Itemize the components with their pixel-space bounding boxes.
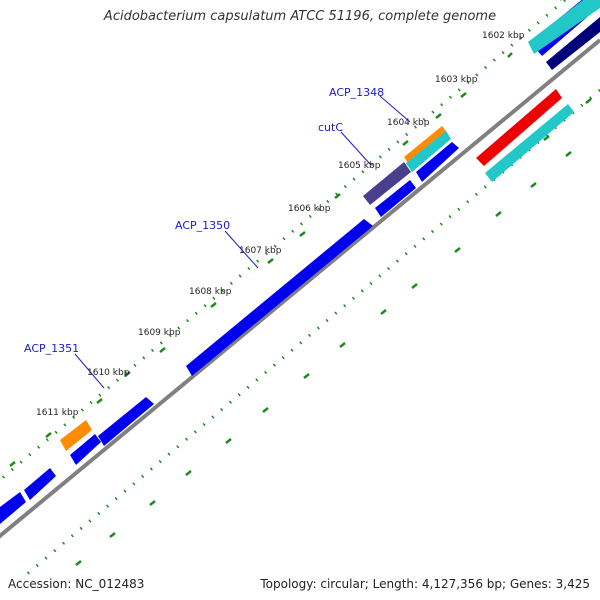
accession-text: Accession: NC_012483 — [8, 577, 145, 591]
cds-arrow — [546, 17, 600, 70]
gc-dash — [267, 258, 274, 264]
tick-label: 1603 kbp — [435, 75, 478, 85]
gc-dash — [149, 500, 156, 506]
inner-dotted-track — [0, 0, 566, 482]
gc-dash — [454, 247, 461, 253]
gc-dash — [585, 98, 592, 104]
position-tick-labels: 1602 kbp 1603 kbp 1604 kbp 1605 kbp 1606… — [36, 31, 525, 418]
cds-arrow — [98, 397, 154, 446]
red-feature — [476, 89, 562, 166]
map-title: Acidobacterium capsulatum ATCC 51196, co… — [103, 9, 497, 24]
gc-dash — [380, 309, 387, 315]
backbone-line — [0, 38, 600, 539]
gc-dash — [45, 432, 52, 438]
tick-label: 1602 kbp — [482, 31, 525, 41]
gene-label-cutc: cutC — [318, 121, 343, 134]
gc-dash — [530, 182, 537, 188]
gc-dash — [339, 342, 346, 348]
cds-arrow — [70, 434, 101, 465]
gc-dash — [402, 140, 409, 146]
gene-label-connectors — [74, 95, 411, 389]
gc-dash — [411, 283, 418, 289]
connector-cutc — [340, 131, 371, 165]
gc-dash — [334, 193, 341, 199]
gc-dash — [543, 135, 550, 141]
gc-dash — [495, 211, 502, 217]
gc-dash — [225, 438, 232, 444]
gc-dash — [185, 470, 192, 476]
gc-skew-dashes — [9, 0, 592, 566]
gc-dash — [210, 302, 217, 308]
tick-label: 1609 kbp — [138, 328, 181, 338]
gene-label-acp-1350: ACP_1350 — [175, 219, 230, 232]
genome-backbone — [0, 38, 600, 539]
cds-arrow-acp-1350 — [186, 219, 373, 376]
connector-acp-1348 — [379, 95, 411, 123]
cds-arrow — [375, 180, 416, 217]
gc-dash — [75, 560, 82, 566]
connector-acp-1351 — [74, 353, 105, 389]
gc-dash — [299, 231, 306, 237]
tick-label: 1608 kbp — [189, 287, 232, 297]
gc-dash — [96, 398, 103, 404]
tick-label: 1606 kbp — [288, 204, 331, 214]
dotted-line-inner — [0, 0, 566, 482]
gc-dash — [460, 92, 467, 98]
tick-label: 1604 kbp — [387, 118, 430, 128]
genome-summary-text: Topology: circular; Length: 4,127,356 bp… — [260, 577, 590, 591]
connector-acp-1350 — [224, 230, 259, 269]
gc-dash — [109, 532, 116, 538]
gc-dash — [159, 347, 166, 353]
tick-label: 1607 kbp — [239, 246, 282, 256]
gc-dash — [303, 373, 310, 379]
cutc-feature — [363, 162, 411, 205]
acp-1351-feature — [60, 420, 92, 451]
tick-label: 1610 kbp — [87, 368, 130, 378]
cds-arrow — [0, 492, 26, 524]
gene-label-acp-1351: ACP_1351 — [24, 342, 79, 355]
tick-label: 1611 kbp — [36, 408, 79, 418]
tick-label: 1605 kbp — [338, 161, 381, 171]
cyan-feature-top — [528, 0, 600, 54]
gc-dash — [565, 151, 572, 157]
gc-dash — [262, 407, 269, 413]
gc-dash — [124, 371, 131, 377]
cds-arrow — [24, 468, 56, 500]
gc-dash — [435, 113, 442, 119]
gc-dash — [507, 52, 513, 58]
gc-dash — [9, 461, 16, 467]
cyan-feature-right — [485, 104, 574, 182]
cyan-feature — [406, 131, 451, 172]
gene-name-labels: ACP_1348 cutC ACP_1350 ACP_1351 — [24, 86, 384, 355]
gene-label-acp-1348: ACP_1348 — [329, 86, 384, 99]
special-features — [60, 0, 600, 451]
cds-arrow — [416, 142, 459, 182]
cds-features — [0, 0, 600, 524]
